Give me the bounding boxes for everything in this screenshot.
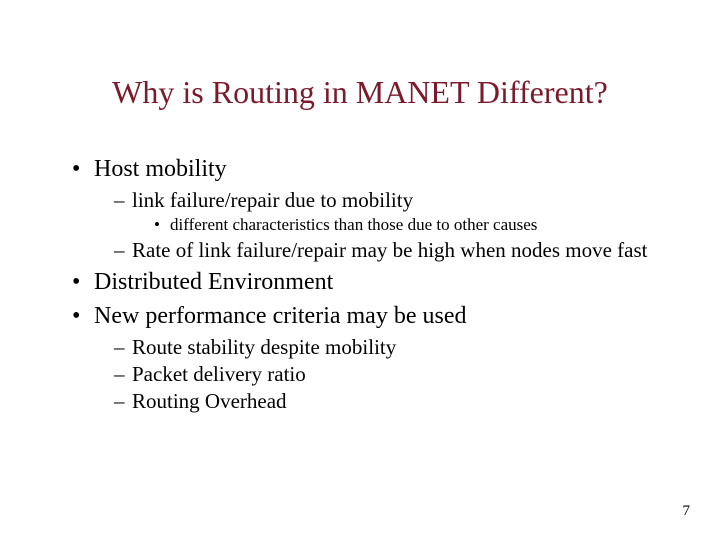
bullet-host-mobility: Host mobility: [72, 154, 660, 184]
subbullet-routing-overhead: Routing Overhead: [72, 389, 660, 414]
subbullet-route-stability: Route stability despite mobility: [72, 335, 660, 360]
slide: Why is Routing in MANET Different? Host …: [0, 0, 720, 540]
slide-body: Host mobility link failure/repair due to…: [72, 150, 660, 416]
subsubbullet-characteristics: different characteristics than those due…: [72, 215, 660, 235]
subbullet-rate: Rate of link failure/repair may be high …: [72, 238, 660, 263]
bullet-distributed-env: Distributed Environment: [72, 267, 660, 297]
bullet-perf-criteria: New performance criteria may be used: [72, 301, 660, 331]
subbullet-packet-delivery: Packet delivery ratio: [72, 362, 660, 387]
subbullet-link-failure: link failure/repair due to mobility: [72, 188, 660, 213]
page-number: 7: [683, 503, 691, 520]
slide-title: Why is Routing in MANET Different?: [0, 74, 720, 111]
